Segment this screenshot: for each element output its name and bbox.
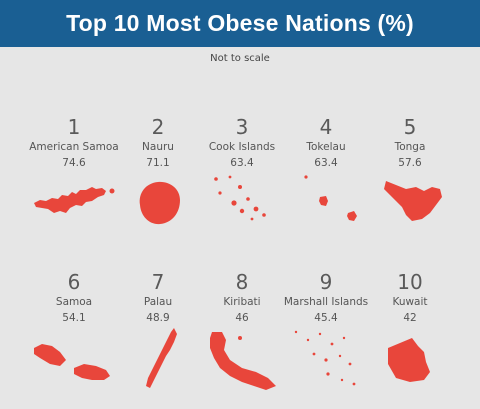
- map-shape-kuwait: [388, 338, 430, 382]
- rank-label: 10: [397, 270, 423, 294]
- rank-label: 1: [67, 115, 81, 139]
- country-card-samoa: 6 Samoa 54.1: [26, 272, 122, 392]
- map-shape-marshall-islands: [294, 330, 356, 386]
- country-name: Marshall Islands: [283, 296, 369, 308]
- country-name: Tonga: [394, 141, 426, 153]
- value-label: 45.4: [314, 312, 338, 324]
- value-label: 63.4: [314, 157, 338, 169]
- country-name: Palau: [143, 296, 173, 308]
- rank-label: 9: [319, 270, 333, 294]
- rank-label: 7: [151, 270, 165, 294]
- chart-title: Top 10 Most Obese Nations (%): [66, 10, 414, 36]
- value-label: 71.1: [146, 157, 170, 169]
- map-shape-nauru: [139, 181, 180, 225]
- country-name: American Samoa: [29, 141, 119, 153]
- country-name: Samoa: [55, 296, 93, 308]
- map-shape-cook-islands: [214, 175, 266, 221]
- map-shape-palau: [146, 328, 177, 388]
- value-label: 63.4: [230, 157, 254, 169]
- rank-label: 8: [235, 270, 249, 294]
- country-name: Kiribati: [223, 296, 261, 308]
- country-name: Nauru: [142, 141, 174, 153]
- country-name: Cook Islands: [208, 141, 276, 153]
- country-name: Kuwait: [392, 296, 428, 308]
- chart-subtitle: Not to scale: [210, 53, 270, 64]
- country-card-kuwait: 10 Kuwait 42: [362, 272, 458, 392]
- value-label: 46: [235, 312, 249, 324]
- rank-label: 6: [67, 270, 81, 294]
- country-card-kiribati: 8 Kiribati 46: [194, 272, 290, 392]
- country-name: Tokelau: [306, 141, 346, 153]
- map-shape-tonga: [384, 181, 442, 221]
- map-shape-tokelau: [304, 175, 357, 221]
- map-shape-kiribati: [210, 332, 276, 390]
- header-bar: Top 10 Most Obese Nations (%): [0, 0, 480, 47]
- value-label: 42: [403, 312, 417, 324]
- country-card-tokelau: 4 Tokelau 63.4: [278, 117, 374, 227]
- rank-label: 5: [403, 115, 417, 139]
- country-card-palau: 7 Palau 48.9: [110, 272, 206, 392]
- value-label: 74.6: [62, 157, 86, 169]
- map-shape-american-samoa: [34, 187, 115, 213]
- country-card-cook-islands: 3 Cook Islands 63.4: [194, 117, 290, 227]
- value-label: 57.6: [398, 157, 422, 169]
- rank-label: 3: [235, 115, 249, 139]
- rank-label: 2: [151, 115, 165, 139]
- rank-label: 4: [319, 115, 333, 139]
- country-card-marshall-islands: 9 Marshall Islands 45.4: [278, 272, 374, 392]
- country-card-tonga: 5 Tonga 57.6: [362, 117, 458, 227]
- country-card-american-samoa: 1 American Samoa 74.6: [26, 117, 122, 227]
- value-label: 54.1: [62, 312, 86, 324]
- country-card-nauru: 2 Nauru 71.1: [110, 117, 206, 227]
- map-shape-samoa: [34, 344, 110, 380]
- value-label: 48.9: [146, 312, 170, 324]
